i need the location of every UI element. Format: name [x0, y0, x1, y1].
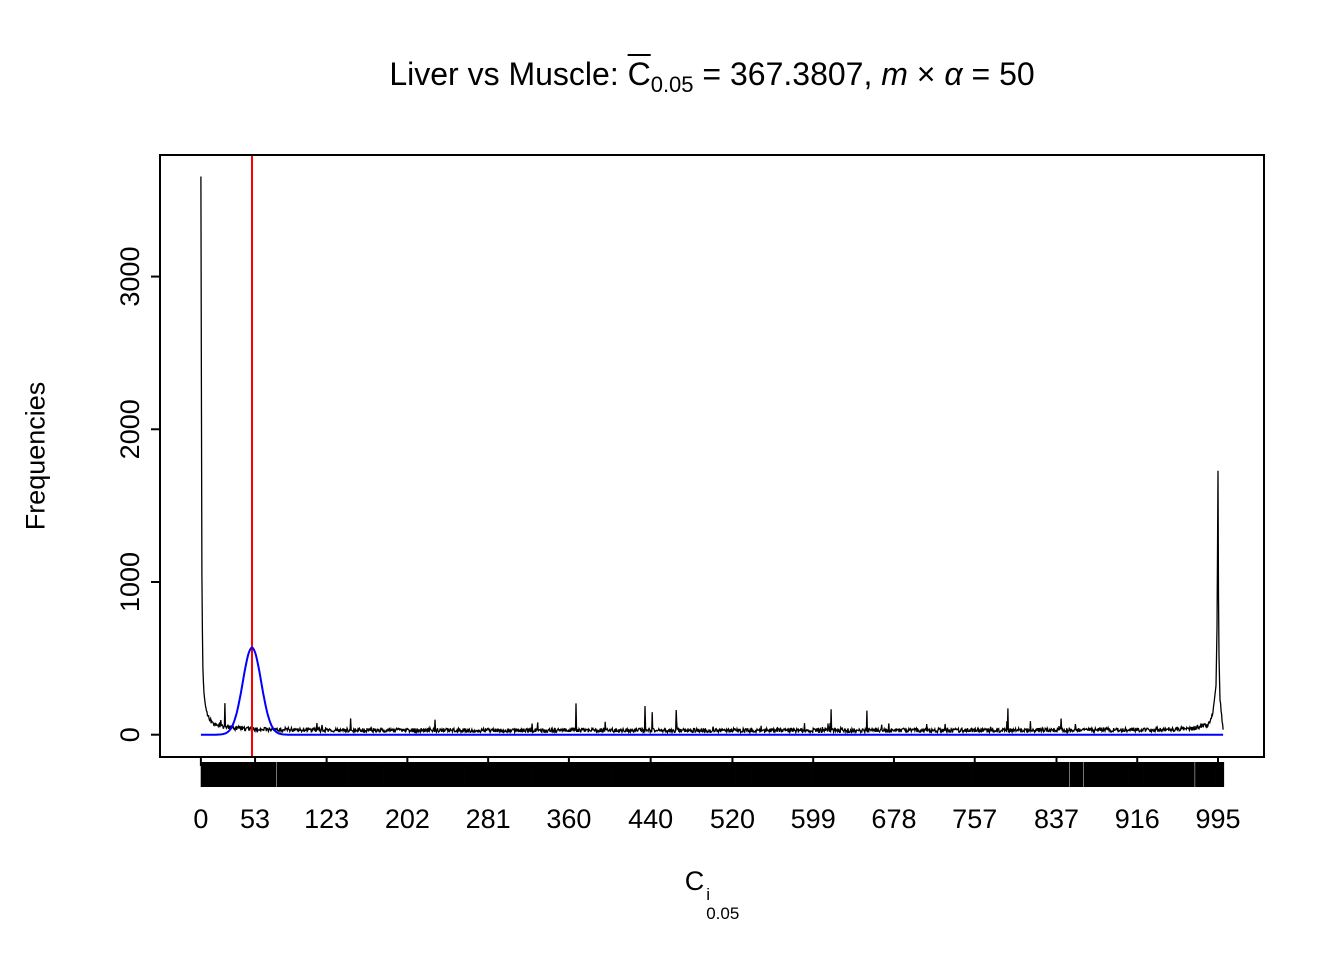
y-tick-label: 0: [115, 727, 145, 742]
x-label-base: C: [684, 866, 705, 896]
plot-box: [159, 154, 1265, 758]
title-c-subscript: 0.05: [650, 72, 694, 97]
x-tick-label: 995: [1195, 804, 1240, 834]
x-tick-label: 53: [240, 804, 270, 834]
plot-title: Liver vs Muscle: C0.05 = 367.3807, m × α…: [160, 56, 1264, 98]
x-tick-label: 281: [466, 804, 511, 834]
title-m: m: [881, 56, 908, 92]
x-tick-label: 0: [193, 804, 208, 834]
x-tick-label: 757: [952, 804, 997, 834]
x-tick-label: 123: [304, 804, 349, 834]
title-alpha: α: [944, 56, 963, 92]
title-alpha-value: = 50: [962, 56, 1035, 92]
title-cbar: C: [627, 56, 651, 92]
y-tick-label: 1000: [115, 552, 145, 612]
normal-curve: [200, 646, 1224, 736]
x-label-superscript: i: [706, 885, 710, 904]
x-tick-label: 202: [385, 804, 430, 834]
x-tick-label: 916: [1115, 804, 1160, 834]
x-tick-label: 520: [710, 804, 755, 834]
x-label-subscript: 0.05: [706, 903, 740, 923]
histogram-line: [200, 176, 1224, 735]
title-times: ×: [907, 56, 945, 92]
y-tick-label: 2000: [115, 399, 145, 459]
x-tick-label: 678: [871, 804, 916, 834]
y-tick-label: 3000: [115, 247, 145, 307]
title-prefix: Liver vs Muscle:: [389, 56, 628, 92]
x-label-scripts: i 0.05: [706, 885, 740, 923]
x-tick-label: 837: [1034, 804, 1079, 834]
x-tick-label: 360: [546, 804, 591, 834]
x-tick-label: 599: [791, 804, 836, 834]
title-mean-value: = 367.3807,: [693, 56, 882, 92]
x-tick-label: 440: [628, 804, 673, 834]
